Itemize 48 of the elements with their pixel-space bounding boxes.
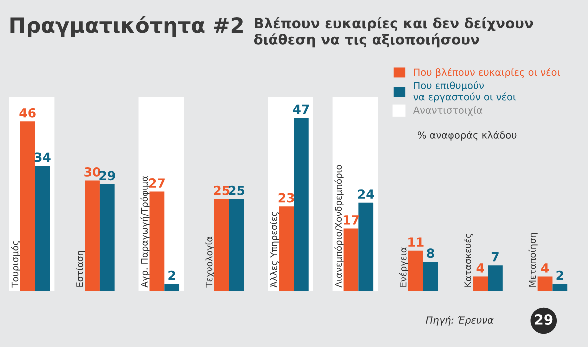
- x-tick-label: Τεχνολογία: [205, 236, 214, 288]
- bar: [408, 250, 424, 292]
- x-tick-label: Μεταποίηση: [528, 233, 538, 287]
- x-tick-label: Κατασκευές: [464, 234, 474, 287]
- bar: [488, 266, 503, 292]
- chart-subtitle: Βλέπουν ευκαιρίες και δεν δείχνουν διάθεση να τις αξιοποιήσουν: [254, 17, 534, 48]
- data-label: 8: [427, 248, 434, 258]
- data-label: 29: [100, 171, 116, 181]
- bar: [100, 184, 115, 292]
- data-label: 25: [229, 186, 245, 196]
- bar: [35, 166, 50, 292]
- bar: [85, 180, 100, 292]
- x-tick-label: Λιανεμπόριο/Χονδρεμπόριο: [334, 165, 344, 288]
- x-tick-label: Τουρισμός: [11, 241, 20, 288]
- data-label: 24: [358, 190, 374, 199]
- bar: [344, 228, 359, 292]
- data-label: 2: [556, 270, 564, 280]
- x-tick-label: Ενέργεια: [399, 248, 409, 287]
- bar: [538, 276, 553, 292]
- data-label: 2: [168, 270, 176, 280]
- bar: [552, 284, 568, 292]
- annotation: % αναφοράς κλάδου: [418, 131, 517, 141]
- data-label: 47: [293, 104, 310, 114]
- bar: [279, 206, 294, 292]
- text: Πηγή: Έρευνα: [426, 316, 494, 326]
- text: Αναντιστοιχία: [413, 106, 483, 116]
- x-tick-label: Αγρ. Παραγωγή/Τρόφιμα: [140, 176, 150, 288]
- bar: [229, 199, 244, 292]
- bar: [473, 276, 488, 292]
- data-label: 4: [541, 264, 550, 273]
- x-tick-label: Εστίαση: [76, 251, 86, 287]
- data-label: 11: [408, 238, 424, 247]
- legend-label: Που επιθυμούν να εργαστούν οι νέοι: [414, 81, 516, 103]
- data-label: 4: [476, 264, 484, 273]
- bar: [150, 192, 165, 292]
- data-label: 27: [149, 178, 165, 188]
- data-label: 25: [214, 186, 230, 196]
- bar: [214, 199, 230, 292]
- data-label: 30: [84, 167, 101, 177]
- bar: [358, 202, 374, 292]
- chart-title: Πραγματικότητα #2: [10, 16, 243, 38]
- bar: [164, 284, 180, 292]
- legend-label: Που βλέπουν ευκαιρίες οι νέοι: [414, 68, 560, 78]
- text: 29: [535, 314, 553, 326]
- data-label: 7: [492, 252, 499, 262]
- data-label: 46: [20, 108, 36, 118]
- bar: [423, 262, 438, 292]
- x-tick-label: Άλλες Υπηρεσίες: [270, 212, 280, 288]
